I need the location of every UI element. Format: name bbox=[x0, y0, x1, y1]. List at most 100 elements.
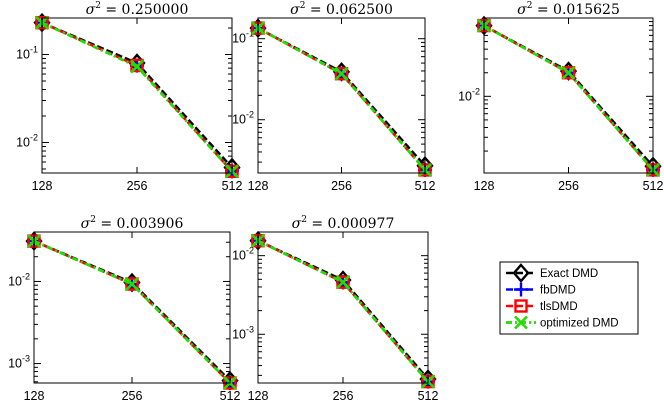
title-exponent: 2 bbox=[301, 215, 307, 225]
title-value: = 0.250000 bbox=[101, 2, 188, 18]
series-line-opt bbox=[483, 24, 655, 171]
y-tick-exponent: -3 bbox=[22, 354, 30, 364]
y-tick-base: 10 bbox=[232, 249, 246, 263]
title-sigma: σ bbox=[517, 2, 527, 18]
y-tick-base: 10 bbox=[232, 113, 246, 127]
title-value: = 0.015625 bbox=[532, 2, 619, 18]
x-tick-label: 256 bbox=[331, 179, 352, 193]
x-tick-label: 128 bbox=[32, 179, 53, 193]
x-tick-label: 256 bbox=[333, 389, 354, 403]
plot-frame bbox=[483, 17, 654, 174]
plot-frame bbox=[33, 231, 231, 384]
legend-label-opt: optimized DMD bbox=[540, 318, 619, 330]
y-tick-exponent: -1 bbox=[246, 29, 254, 39]
x-tick-label: 128 bbox=[248, 389, 269, 403]
y-tick-label: 10-3 bbox=[232, 324, 254, 341]
plot-frame bbox=[41, 17, 233, 174]
data-point-opt bbox=[130, 59, 144, 74]
x-tick-label: 512 bbox=[418, 389, 439, 403]
data-point-tls bbox=[125, 277, 139, 291]
y-tick-label: 10-2 bbox=[16, 132, 38, 149]
title-exponent: 2 bbox=[95, 1, 101, 11]
data-point-opt bbox=[336, 275, 350, 290]
y-tick-label: 10-1 bbox=[16, 45, 38, 62]
y-tick-base: 10 bbox=[16, 135, 30, 149]
y-tick-label: 10-3 bbox=[8, 354, 30, 371]
chart-title: σ2 = 0.250000 bbox=[86, 1, 189, 18]
data-point-tls bbox=[334, 66, 349, 81]
chart-title: σ2 = 0.015625 bbox=[517, 1, 620, 18]
x-tick-label: 256 bbox=[558, 179, 579, 193]
title-exponent: 2 bbox=[527, 1, 533, 11]
data-point-opt bbox=[334, 66, 349, 81]
y-tick-exponent: -2 bbox=[246, 246, 254, 256]
y-tick-exponent: -2 bbox=[22, 271, 30, 281]
y-tick-base: 10 bbox=[16, 48, 30, 62]
y-tick-exponent: -2 bbox=[246, 110, 254, 120]
legend-label-exact: Exact DMD bbox=[540, 268, 598, 280]
title-sigma: σ bbox=[292, 216, 302, 232]
title-value: = 0.062500 bbox=[305, 2, 392, 18]
legend-marker-exact bbox=[512, 263, 530, 283]
x-tick-label: 512 bbox=[220, 389, 241, 403]
data-point-tls bbox=[561, 66, 576, 80]
y-tick-base: 10 bbox=[458, 89, 472, 103]
x-tick-label: 256 bbox=[122, 389, 143, 403]
series-line-tls bbox=[257, 27, 426, 171]
title-exponent: 2 bbox=[90, 215, 96, 225]
chart-title: σ2 = 0.000977 bbox=[292, 215, 395, 232]
title-value: = 0.000977 bbox=[307, 216, 394, 232]
series-line-tls bbox=[41, 21, 233, 173]
chart-title: σ2 = 0.003906 bbox=[81, 215, 184, 232]
series-line-fb bbox=[257, 239, 429, 383]
title-value: = 0.003906 bbox=[96, 216, 184, 232]
series-line-fb bbox=[41, 21, 233, 173]
chart-panel-3: σ2 = 0.015625 10-2 128 256 512 bbox=[458, 1, 663, 193]
y-tick-exponent: -2 bbox=[472, 86, 480, 96]
legend-marker-fb bbox=[514, 282, 528, 297]
y-tick-exponent: -1 bbox=[30, 45, 38, 55]
x-tick-label: 128 bbox=[24, 389, 45, 403]
x-tick-label: 512 bbox=[222, 179, 243, 193]
x-tick-label: 128 bbox=[474, 179, 495, 193]
y-tick-exponent: -2 bbox=[30, 132, 38, 142]
data-point-tls bbox=[336, 275, 350, 289]
y-tick-label: 10-2 bbox=[232, 110, 254, 127]
legend-marker-tls bbox=[514, 299, 528, 313]
y-tick-label: 10-2 bbox=[8, 271, 30, 288]
series-line-opt bbox=[41, 21, 234, 173]
series-line-tls bbox=[33, 239, 231, 384]
y-tick-label: 10-2 bbox=[232, 246, 254, 263]
chart-title: σ2 = 0.062500 bbox=[290, 1, 393, 18]
series-line-fb bbox=[483, 24, 654, 171]
plot-frame bbox=[257, 17, 426, 174]
x-tick-label: 512 bbox=[643, 179, 664, 193]
y-tick-exponent: -3 bbox=[246, 324, 254, 334]
plot-frame bbox=[257, 231, 429, 384]
series-line-exact bbox=[257, 239, 429, 380]
legend-label-tls: tlsDMD bbox=[540, 301, 578, 313]
x-tick-label: 512 bbox=[415, 179, 436, 193]
y-tick-base: 10 bbox=[232, 32, 246, 46]
series-line-exact bbox=[257, 27, 426, 167]
series-line-tls bbox=[257, 239, 429, 383]
series-line-exact bbox=[33, 239, 231, 382]
y-tick-label: 10-2 bbox=[458, 86, 480, 103]
title-sigma: σ bbox=[86, 2, 96, 18]
title-exponent: 2 bbox=[300, 1, 306, 11]
y-tick-base: 10 bbox=[8, 357, 22, 371]
legend-marker-opt bbox=[514, 315, 528, 330]
data-point-opt bbox=[125, 277, 139, 291]
y-tick-base: 10 bbox=[8, 274, 22, 288]
legend-label-fb: fbDMD bbox=[540, 285, 576, 297]
title-sigma: σ bbox=[290, 2, 300, 18]
legend: Exact DMD fbDMD tlsDMD optimized DMD bbox=[499, 261, 639, 335]
y-tick-label: 10-1 bbox=[232, 29, 254, 46]
x-tick-label: 128 bbox=[248, 179, 269, 193]
series-line-exact bbox=[41, 21, 233, 169]
series-line-fb bbox=[257, 27, 426, 171]
series-line-opt bbox=[257, 239, 430, 383]
